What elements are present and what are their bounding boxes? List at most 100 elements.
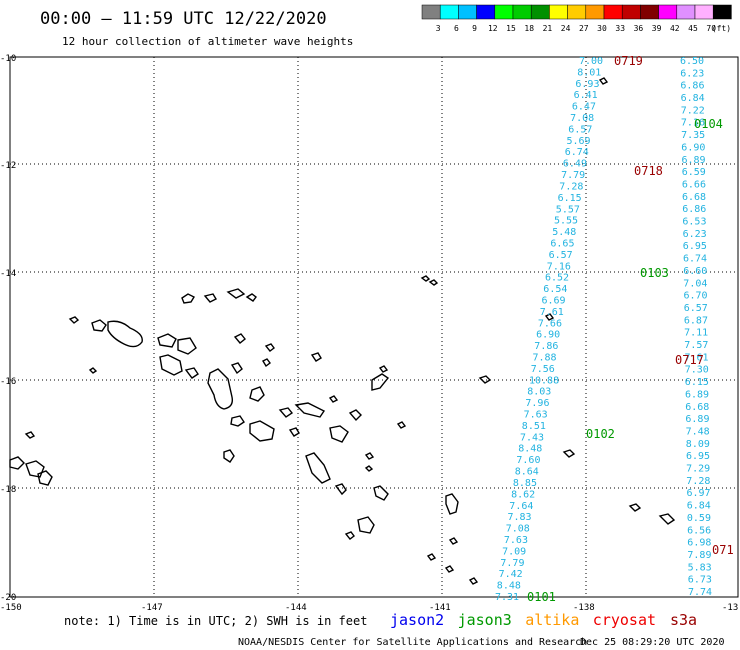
swh-label: 6.52 bbox=[545, 273, 569, 284]
swh-label: 7.86 bbox=[534, 341, 558, 352]
color-scale-swatch bbox=[530, 4, 550, 20]
swh-label: 6.69 bbox=[542, 296, 566, 307]
swh-label: 7.60 bbox=[516, 455, 540, 466]
lon-label: -147 bbox=[141, 603, 163, 613]
swh-label: 7.74 bbox=[688, 587, 712, 598]
swh-label: 6.60 bbox=[683, 266, 707, 277]
swh-label: 7.42 bbox=[499, 569, 523, 580]
color-scale-swatch bbox=[458, 4, 477, 20]
swh-label: 5.57 bbox=[556, 204, 580, 215]
swh-label: 7.11 bbox=[684, 328, 708, 339]
swh-label: 6.66 bbox=[682, 180, 706, 191]
swh-label: 7.08 bbox=[570, 113, 594, 124]
swh-label: 6.90 bbox=[536, 330, 560, 341]
color-scale-tick: 12 bbox=[488, 24, 498, 33]
satellite-legend-item: altika bbox=[525, 611, 579, 629]
lon-label: -141 bbox=[429, 603, 451, 613]
swh-label: 7.22 bbox=[681, 105, 705, 116]
lat-label: -16 bbox=[0, 377, 16, 387]
lat-label: -20 bbox=[0, 593, 16, 603]
satellite-legend-item: s3a bbox=[670, 611, 697, 629]
swh-label: 6.89 bbox=[685, 389, 709, 400]
swh-label: 5.55 bbox=[554, 216, 578, 227]
color-scale-swatch bbox=[640, 4, 659, 20]
color-scale-swatch bbox=[512, 4, 532, 20]
swh-label: 6.15 bbox=[558, 193, 582, 204]
swh-label: 6.86 bbox=[680, 81, 704, 92]
lon-label: -144 bbox=[285, 603, 307, 613]
color-scale-tick: 6 bbox=[454, 24, 459, 33]
swh-label: 6.57 bbox=[684, 303, 708, 314]
color-scale-swatch bbox=[585, 4, 605, 20]
pass-time-label: 0102 bbox=[586, 427, 615, 441]
color-scale-swatch bbox=[476, 4, 496, 20]
pass-time-label: 0718 bbox=[634, 164, 663, 178]
swh-label: 6.87 bbox=[684, 315, 708, 326]
swh-label: 6.56 bbox=[687, 525, 711, 536]
swh-label: 7.64 bbox=[509, 501, 533, 512]
swh-label: 6.74 bbox=[683, 254, 707, 265]
swh-label: 6.97 bbox=[687, 488, 711, 499]
swh-label: 6.70 bbox=[684, 291, 708, 302]
color-scale-swatch bbox=[421, 4, 441, 20]
swh-label: 7.66 bbox=[538, 318, 562, 329]
swh-label: 8.51 bbox=[522, 421, 546, 432]
swh-label: 7.96 bbox=[525, 398, 549, 409]
lat-label: -18 bbox=[0, 485, 16, 495]
footer-generated-time: Dec 25 08:29:20 UTC 2020 bbox=[580, 637, 725, 648]
color-scale-swatch bbox=[676, 4, 696, 20]
swh-label: 8.64 bbox=[515, 467, 539, 478]
satellite-legend-item: jason3 bbox=[458, 611, 512, 629]
swh-label: 7.16 bbox=[681, 118, 705, 129]
color-scale-swatch bbox=[621, 4, 641, 20]
color-scale-tick: 24 bbox=[561, 24, 571, 33]
color-scale-tick: 45 bbox=[688, 24, 698, 33]
swh-label: 8.01 bbox=[577, 67, 601, 78]
color-scale-tick: 21 bbox=[543, 24, 553, 33]
swh-label: 7.79 bbox=[500, 558, 524, 569]
swh-label: 7.29 bbox=[686, 464, 710, 475]
swh-label: 7.48 bbox=[686, 427, 710, 438]
swh-label: 6.73 bbox=[688, 575, 712, 586]
swh-label: 6.95 bbox=[686, 451, 710, 462]
swh-label: 6.98 bbox=[687, 538, 711, 549]
swh-label: 6.84 bbox=[687, 501, 711, 512]
swh-label: 6.89 bbox=[682, 155, 706, 166]
pass-time-label: 0104 bbox=[694, 117, 723, 131]
swh-label: 6.65 bbox=[550, 239, 574, 250]
island-outlines bbox=[9, 77, 676, 585]
color-scale-tick: 3 bbox=[436, 24, 441, 33]
swh-label: 7.61 bbox=[685, 352, 709, 363]
swh-label: 6.59 bbox=[682, 167, 706, 178]
swh-label: 6.54 bbox=[543, 284, 567, 295]
swh-label: 8.62 bbox=[511, 489, 535, 500]
swh-label: 10.88 bbox=[529, 375, 559, 386]
pass-time-label: 0101 bbox=[527, 590, 556, 604]
swh-label: 7.28 bbox=[559, 181, 583, 192]
map-title: 00:00 – 11:59 UTC 12/22/2020 bbox=[40, 9, 327, 29]
color-scale-swatch bbox=[549, 4, 568, 20]
swh-label: 6.15 bbox=[685, 377, 709, 388]
color-scale-tick: 39 bbox=[652, 24, 662, 33]
lon-label: -13 bbox=[722, 603, 738, 613]
swh-label: 7.63 bbox=[524, 410, 548, 421]
swh-label: 6.50 bbox=[680, 56, 704, 67]
color-scale-tick: 27 bbox=[579, 24, 589, 33]
swh-label: 6.23 bbox=[680, 68, 704, 79]
color-scale-swatch bbox=[567, 4, 587, 20]
swh-label: 6.74 bbox=[565, 147, 589, 158]
lon-label: -150 bbox=[0, 603, 22, 613]
swh-label: 7.83 bbox=[508, 512, 532, 523]
swh-label: 6.93 bbox=[575, 79, 599, 90]
swh-label: 7.16 bbox=[547, 261, 571, 272]
swh-label: 7.30 bbox=[685, 365, 709, 376]
color-scale-swatch bbox=[712, 4, 732, 20]
swh-label: 7.57 bbox=[684, 340, 708, 351]
swh-label: 6.23 bbox=[683, 229, 707, 240]
swh-label: 7.00 bbox=[579, 56, 603, 67]
color-scale-tick: 18 bbox=[524, 24, 534, 33]
swh-label: 6.68 bbox=[682, 192, 706, 203]
color-scale-tick: 70 bbox=[706, 24, 716, 33]
color-scale-tick: 36 bbox=[634, 24, 644, 33]
